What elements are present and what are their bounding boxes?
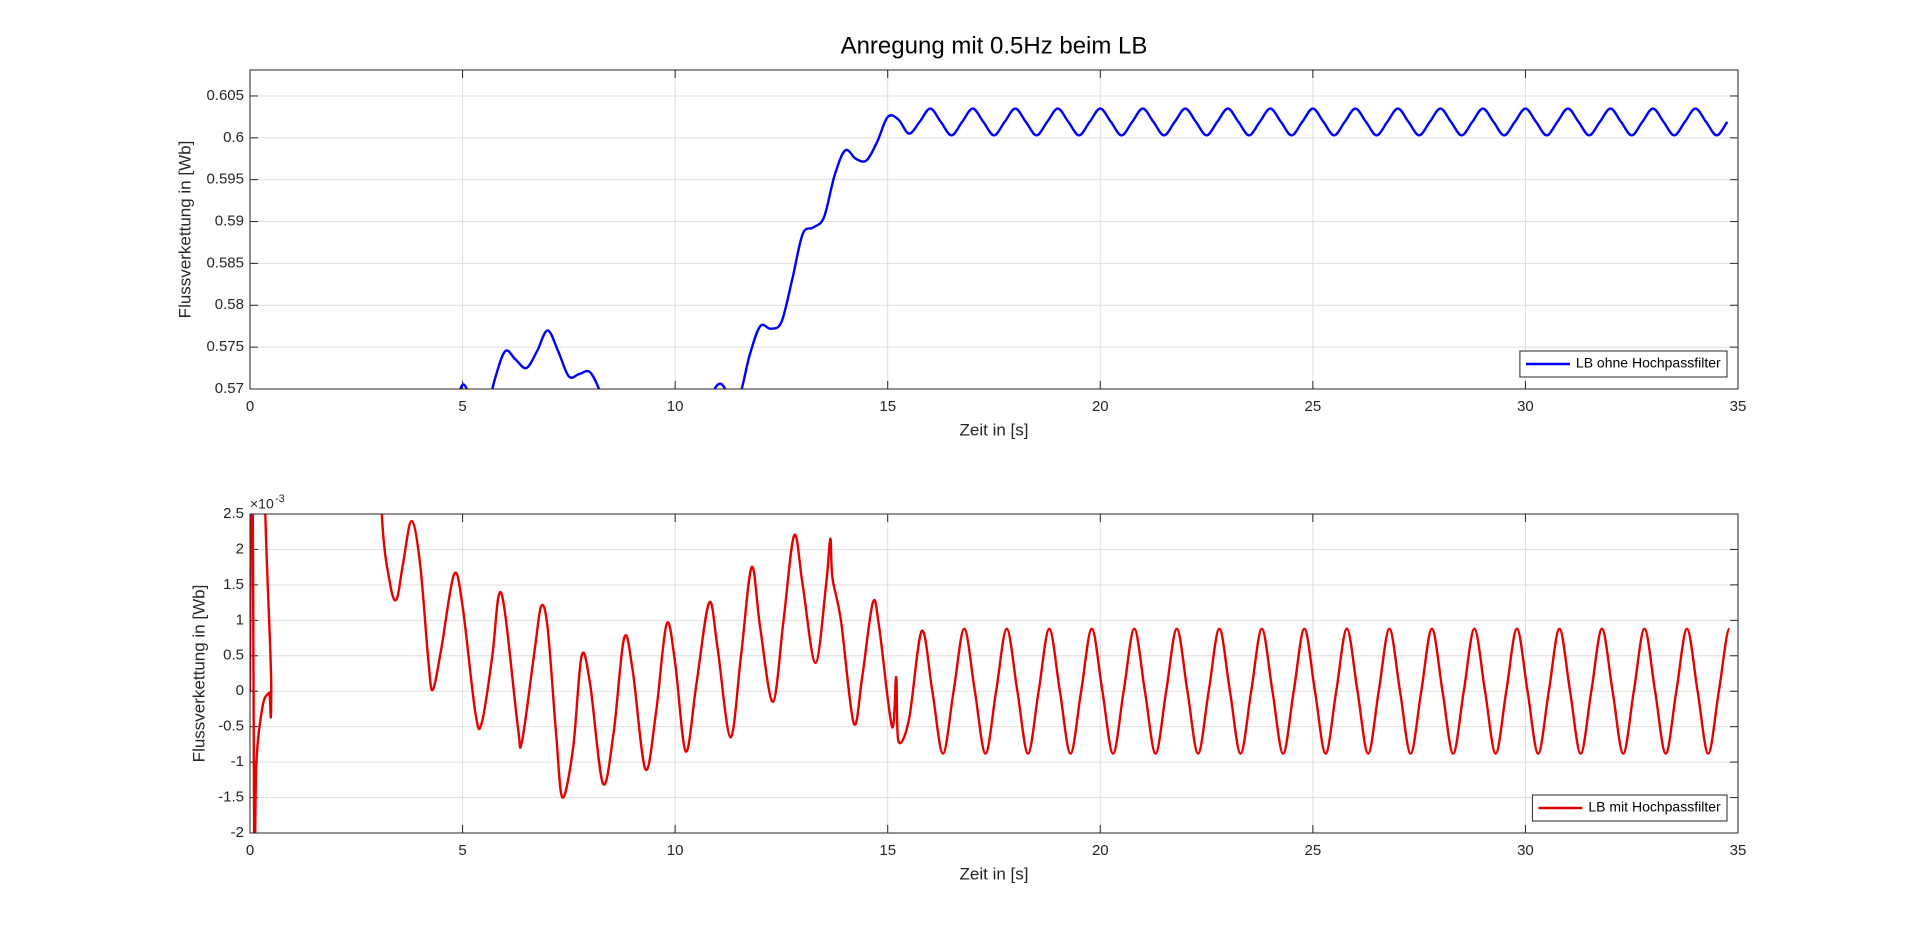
y-axis-label: Flussverkettung in [Wb] [175, 141, 194, 319]
axes: 0 5 10 15 20 25 30 35 -2 -1.5 -1 -0.5 0 0.5 1 1.5 2 2.5 Ze… [189, 493, 1747, 884]
x-tick-label: 25 [1305, 398, 1322, 415]
y-tick-label: 2 [236, 540, 244, 557]
x-tick-label: 10 [667, 398, 684, 415]
y-tick-label: 0.5 [223, 647, 244, 664]
x-axis-label: Zeit in [s] [960, 864, 1029, 883]
y-tick-label: 0 [236, 682, 244, 699]
legend: LB mit Hochpassfilter [1531, 794, 1728, 822]
y-tick-label: 0.58 [215, 296, 244, 313]
y-tick-label: 0.605 [206, 87, 244, 104]
y-tick-label: 0.595 [206, 171, 244, 188]
plot-area [250, 514, 1738, 833]
axis-exponent: -3 [275, 493, 285, 505]
axis-multiplier: ×10 [250, 496, 274, 512]
x-tick-label: 20 [1092, 398, 1109, 415]
x-tick-label: 25 [1305, 842, 1322, 859]
legend-label: LB mit Hochpassfilter [1588, 799, 1721, 815]
y-axis-label: Flussverkettung in [Wb] [189, 585, 208, 763]
y-tick-label: 1 [236, 611, 244, 628]
x-tick-label: 20 [1092, 842, 1109, 859]
x-tick-label: 0 [246, 398, 254, 415]
legend: LB ohne Hochpassfilter [1519, 350, 1728, 378]
x-tick-label: 15 [879, 842, 896, 859]
x-axis-label: Zeit in [s] [960, 420, 1029, 439]
y-tick-label: 0.585 [206, 254, 244, 271]
plot-area [250, 70, 1738, 389]
x-tick-label: 35 [1730, 842, 1747, 859]
x-tick-label: 10 [667, 842, 684, 859]
y-tick-label: 2.5 [223, 505, 244, 522]
x-tick-label: 5 [458, 842, 466, 859]
x-tick-label: 30 [1517, 398, 1534, 415]
y-tick-label: -1 [231, 753, 244, 770]
y-tick-label: 0.6 [223, 129, 244, 146]
y-tick-label: -1.5 [218, 789, 244, 806]
chart-title: Anregung mit 0.5Hz beim LB [841, 32, 1148, 59]
y-tick-label: 0.575 [206, 338, 244, 355]
y-tick-label: 1.5 [223, 576, 244, 593]
y-tick-label: 0.57 [215, 380, 244, 397]
data-line [250, 514, 1731, 833]
x-tick-label: 0 [246, 842, 254, 859]
axes-box [249, 513, 1739, 834]
legend-label: LB ohne Hochpassfilter [1576, 355, 1721, 371]
x-tick-label: 5 [458, 398, 466, 415]
axes: 0 5 10 15 20 25 30 35 0.57 0.575 0.58 0.585 0.59 0.59… [175, 32, 1747, 439]
x-tick-label: 30 [1517, 842, 1534, 859]
axes-box [249, 69, 1739, 390]
y-tick-label: -0.5 [218, 718, 244, 735]
x-tick-label: 35 [1730, 398, 1747, 415]
x-tick-label: 15 [879, 398, 896, 415]
y-tick-label: 0.59 [215, 213, 244, 230]
y-tick-label: -2 [231, 824, 244, 841]
data-line [459, 107, 1729, 389]
